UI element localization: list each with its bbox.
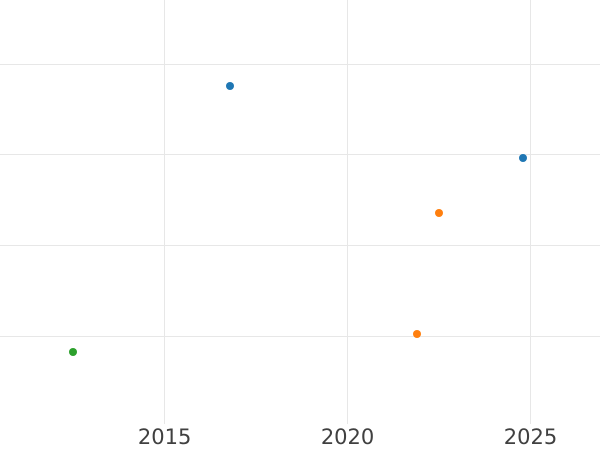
horizontal-gridline: [0, 63, 600, 65]
vertical-gridline: [347, 0, 349, 424]
plot-area: [0, 0, 600, 424]
x-tick-label: 2025: [503, 425, 558, 449]
x-axis: 2015 2020 2025: [0, 424, 600, 450]
data-point-series-green: [69, 347, 78, 356]
x-tick-label: 2015: [137, 425, 192, 449]
data-point-series-blue: [519, 153, 528, 162]
data-point-series-blue: [226, 82, 235, 91]
data-point-series-orange: [435, 208, 444, 217]
vertical-gridline: [529, 0, 531, 424]
horizontal-gridline: [0, 335, 600, 337]
data-point-series-orange: [413, 330, 422, 339]
horizontal-gridline: [0, 245, 600, 247]
x-tick-label: 2020: [320, 425, 375, 449]
horizontal-gridline: [0, 154, 600, 156]
vertical-gridline: [164, 0, 166, 424]
